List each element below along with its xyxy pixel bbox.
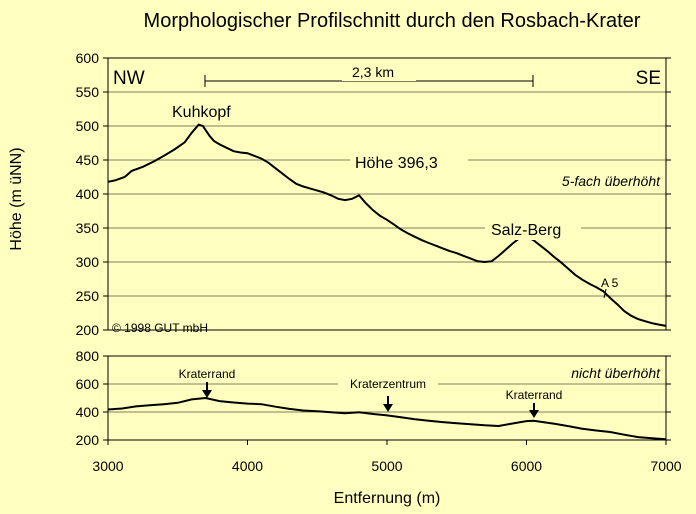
x-axis-label: Entfernung (m) xyxy=(334,490,441,507)
scale-bar-label: 2,3 km xyxy=(352,64,394,80)
copyright-label: © 1998 GUT mbH xyxy=(112,321,208,335)
y-tick-label: 400 xyxy=(76,186,100,202)
kraterrand-right-label: Kraterrand xyxy=(506,388,563,402)
a5-marker xyxy=(603,288,607,299)
y-axis-label: Höhe (m üNN) xyxy=(8,147,25,250)
top-panel-y-ticks: 200 250 300 350 400 450 500 550 600 xyxy=(76,50,671,338)
y-tick-label: 350 xyxy=(76,220,100,236)
kraterrand-left-label: Kraterrand xyxy=(179,367,236,381)
top-exaggeration-note: 5-fach überhöht xyxy=(562,173,661,189)
y-tick-label: 200 xyxy=(76,432,100,448)
kuhkopf-label: Kuhkopf xyxy=(172,104,231,121)
x-tick-label: 7000 xyxy=(650,458,681,474)
bottom-panel-x-ticks: 3000 4000 5000 6000 7000 xyxy=(92,440,682,474)
y-tick-label: 500 xyxy=(76,118,100,134)
hoehe-label: Höhe 396,3 xyxy=(355,155,438,172)
y-tick-label: 250 xyxy=(76,288,100,304)
x-tick-label: 3000 xyxy=(92,458,123,474)
top-panel-frame xyxy=(107,57,667,331)
salzberg-label: Salz-Berg xyxy=(491,222,561,239)
bottom-panel-frame xyxy=(107,355,667,441)
y-tick-label: 600 xyxy=(76,50,100,66)
x-tick-label: 6000 xyxy=(511,458,542,474)
y-tick-label: 200 xyxy=(76,322,100,338)
se-label: SE xyxy=(636,68,661,89)
kraterzentrum-arrow xyxy=(383,396,393,412)
y-tick-label: 800 xyxy=(76,348,100,364)
y-tick-label: 300 xyxy=(76,254,100,270)
x-tick-label: 5000 xyxy=(371,458,402,474)
x-tick-label: 4000 xyxy=(232,458,263,474)
a5-label: A 5 xyxy=(601,276,619,290)
y-tick-label: 450 xyxy=(76,152,100,168)
nw-label: NW xyxy=(113,68,145,89)
bottom-profile-line xyxy=(107,396,667,441)
top-profile-line xyxy=(107,123,667,327)
kraterzentrum-label: Kraterzentrum xyxy=(350,377,426,391)
bottom-panel-y-ticks: 200 400 600 800 xyxy=(76,348,671,448)
y-tick-label: 600 xyxy=(76,376,100,392)
chart-title: Morphologischer Profilschnitt durch den … xyxy=(144,10,641,32)
kraterrand-left-arrow xyxy=(202,382,212,398)
top-panel-grid xyxy=(108,91,666,297)
y-tick-label: 550 xyxy=(76,84,100,100)
kraterrand-right-arrow xyxy=(529,403,539,418)
y-tick-label: 400 xyxy=(76,404,100,420)
bottom-exaggeration-note: nicht überhöht xyxy=(571,365,661,381)
